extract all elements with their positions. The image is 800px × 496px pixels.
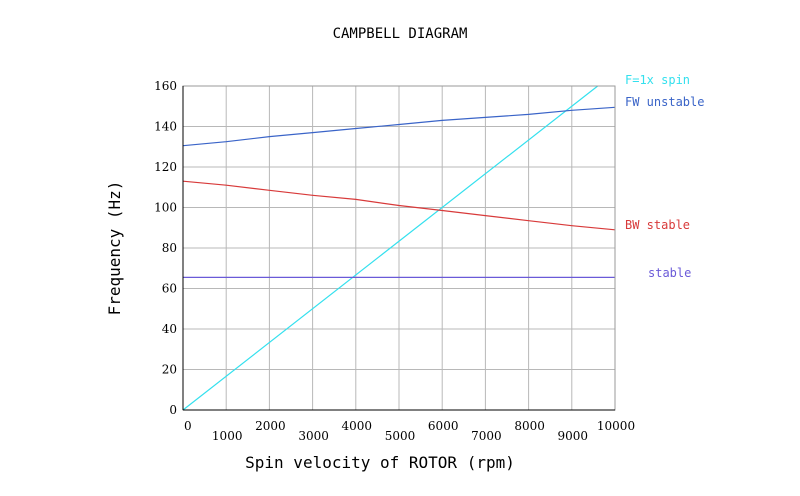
- axes: [182, 85, 616, 411]
- x-tick-label: 6000: [428, 419, 459, 433]
- series-group: [182, 85, 616, 411]
- chart-title: CAMPBELL DIAGRAM: [333, 26, 468, 42]
- legend-label: stable: [648, 266, 691, 280]
- legend-label: BW stable: [625, 218, 690, 232]
- series-line: [182, 106, 616, 147]
- grid: [183, 86, 615, 410]
- x-tick-label: 4000: [342, 419, 373, 433]
- legend-label: F=1x spin: [625, 73, 690, 87]
- y-tick-label: 160: [154, 79, 177, 93]
- x-axis-label: Spin velocity of ROTOR (rpm): [245, 453, 515, 472]
- series-line: [182, 85, 599, 411]
- x-tick-label: 10000: [597, 419, 635, 433]
- x-tick-label: 2000: [255, 419, 286, 433]
- x-tick-label: 3000: [298, 429, 329, 443]
- y-tick-label: 100: [154, 201, 177, 215]
- y-tick-labels: 0 20 40 60 80 100 120 140 160: [154, 79, 177, 417]
- legend: F=1x spin FW unstable BW stable stable: [625, 73, 704, 280]
- y-tick-label: 40: [162, 322, 177, 336]
- y-tick-label: 60: [162, 282, 177, 296]
- y-tick-label: 120: [154, 160, 177, 174]
- y-tick-label: 20: [162, 363, 177, 377]
- x-tick-labels: 0 1000 2000 3000 4000 5000 6000 7000 8000 9000 100…: [184, 419, 635, 443]
- x-tick-label: 5000: [385, 429, 416, 443]
- y-tick-label: 140: [154, 120, 177, 134]
- legend-label: FW unstable: [625, 95, 704, 109]
- y-tick-label: 80: [162, 241, 177, 255]
- x-tick-label: 1000: [212, 429, 243, 443]
- x-tick-label: 7000: [471, 429, 502, 443]
- y-tick-label: 0: [169, 403, 177, 417]
- series-line: [182, 180, 616, 231]
- y-axis-label: Frequency (Hz): [105, 181, 124, 316]
- x-tick-label: 8000: [514, 419, 545, 433]
- x-tick-label: 0: [184, 419, 192, 433]
- x-tick-label: 9000: [558, 429, 589, 443]
